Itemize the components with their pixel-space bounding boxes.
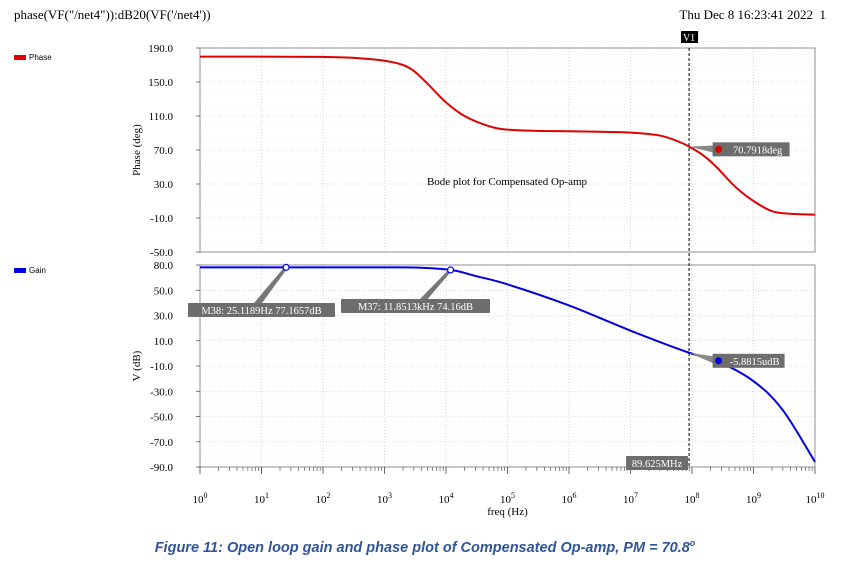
legend-gain-label: Gain: [29, 266, 46, 275]
m37-marker-dot[interactable]: [446, 266, 455, 274]
legend-gain-swatch: [14, 268, 26, 273]
gain-ytick-label: -30.0: [150, 386, 173, 398]
m37-label: M37: 11.8513kHz 74.16dB: [358, 302, 473, 313]
plot-annotation: Bode plot for Compensated Op-amp: [427, 176, 588, 188]
phase-readout-box[interactable]: [712, 142, 790, 157]
timestamp: Thu Dec 8 16:23:41 2022: [679, 7, 813, 22]
phase-ytick-label: 150.0: [148, 77, 173, 89]
gain-ytick-label: 10.0: [154, 336, 174, 348]
phase-ytick-label: 30.0: [154, 179, 174, 191]
gain-ytick-label: 50.0: [154, 285, 174, 297]
gain-ytick-label: 30.0: [154, 311, 174, 323]
phase-ylabel: Phase (deg): [131, 124, 143, 176]
gain-readout-box[interactable]: [712, 353, 785, 368]
axes: 190.0 150.0 110.0 70.0 30.0 -10.0 -50.0 Phase (…: [131, 43, 825, 518]
phase-series-line: [199, 55, 816, 216]
gain-ytick-label: -90.0: [150, 462, 173, 474]
series: [199, 55, 816, 463]
legend-gain[interactable]: Gain: [14, 266, 46, 275]
phase-ytick-label: -10.0: [150, 213, 173, 225]
xtick-label: 102: [316, 491, 331, 506]
xtick-label: 1010: [806, 491, 825, 506]
xtick-label: 108: [685, 491, 700, 506]
gain-readout-dot[interactable]: [715, 357, 723, 365]
cursor-freq-readout: 89.625MHz: [632, 459, 683, 470]
legend-phase-swatch: [14, 55, 26, 60]
cursor-tag-v1[interactable]: [681, 31, 699, 43]
gain-series-line: [200, 266, 816, 463]
gain-ytick-label: -50.0: [150, 412, 173, 424]
plot-header-right: Thu Dec 8 16:23:41 2022 1: [679, 7, 826, 23]
figure-caption: Figure 11: Open loop gain and phase plot…: [0, 538, 850, 556]
markers[interactable]: V1 89.625MHz M38: 25.1189Hz 77.1657dB M37: …: [188, 31, 790, 470]
phase-ytick-label: 190.0: [148, 43, 173, 55]
phase-readout-dot[interactable]: [715, 145, 723, 153]
m37-label-box[interactable]: [341, 299, 490, 313]
grid: [199, 47, 816, 468]
gain-readout-label: -5.8815udB: [730, 357, 780, 368]
degree-superscript: o: [689, 538, 696, 548]
xtick-label: 100: [193, 491, 208, 506]
gain-readout-leader: [689, 352, 717, 365]
window-number: 1: [819, 7, 827, 22]
phase-ytick-label: 110.0: [149, 111, 174, 123]
gain-ytick-label: -10.0: [150, 361, 173, 373]
m38-marker-dot[interactable]: [282, 263, 290, 271]
plot-expression-title: phase(VF("/net4")):dB20(VF('/net4')): [14, 7, 211, 22]
legend-phase[interactable]: Phase: [14, 53, 52, 62]
xtick-label: 101: [254, 491, 269, 506]
gain-ytick-label: -70.0: [150, 437, 173, 449]
phase-readout-label: 70.7918deg: [733, 145, 783, 156]
m37-leader: [418, 269, 453, 301]
gain-ylabel: V (dB): [131, 350, 143, 381]
xtick-label: 105: [500, 491, 515, 506]
xtick-label: 107: [623, 491, 638, 506]
m38-label: M38: 25.1189Hz 77.1657dB: [201, 306, 321, 317]
phase-readout-leader: [689, 145, 717, 154]
xtick-label: 106: [562, 491, 577, 506]
xtick-label: 109: [746, 491, 761, 506]
xtick-label: 103: [377, 491, 392, 506]
cursor-tag-label: V1: [683, 33, 695, 44]
m38-leader: [254, 267, 289, 303]
m38-label-box[interactable]: [188, 303, 335, 317]
gain-ytick-label: 80.0: [154, 260, 174, 272]
phase-ytick-label: -50.0: [150, 247, 173, 259]
legend-phase-label: Phase: [29, 53, 52, 62]
phase-ytick-label: 70.0: [154, 145, 174, 157]
x-axis-label: freq (Hz): [487, 506, 528, 518]
cursor-freq-readout-box: [626, 456, 689, 470]
xtick-label: 104: [439, 491, 454, 506]
caption-text: Figure 11: Open loop gain and phase plot…: [154, 539, 690, 556]
